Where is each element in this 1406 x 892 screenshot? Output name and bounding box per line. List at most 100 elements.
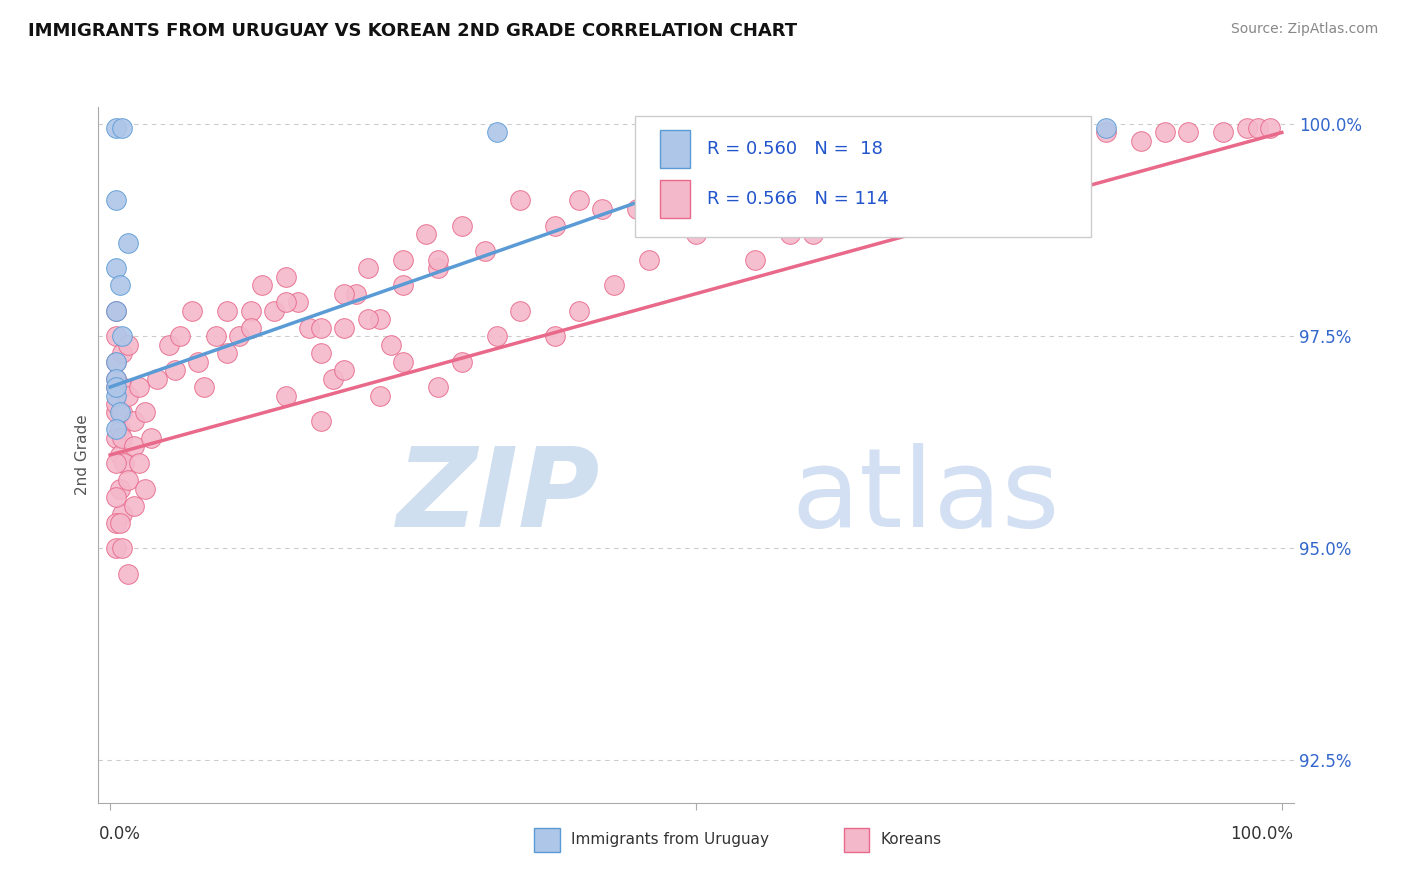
Text: atlas: atlas	[792, 443, 1060, 550]
Point	[392, 278, 415, 293]
Point	[450, 219, 472, 233]
Point	[309, 414, 332, 428]
Point	[105, 388, 128, 402]
Point	[141, 431, 163, 445]
Point	[744, 202, 766, 216]
Point	[117, 566, 139, 581]
Point	[239, 320, 262, 334]
Point	[1177, 126, 1199, 140]
Point	[274, 269, 297, 284]
Text: Koreans: Koreans	[880, 832, 941, 847]
Point	[108, 405, 131, 419]
Point	[1236, 121, 1258, 136]
Text: Source: ZipAtlas.com: Source: ZipAtlas.com	[1230, 22, 1378, 37]
Point	[111, 121, 134, 136]
Point	[111, 431, 134, 445]
Point	[322, 371, 344, 385]
Point	[228, 329, 250, 343]
Point	[368, 312, 391, 326]
Point	[920, 151, 942, 165]
Point	[485, 126, 508, 140]
Point	[122, 499, 145, 513]
Point	[193, 380, 215, 394]
Point	[801, 227, 824, 242]
Point	[117, 337, 139, 351]
Point	[204, 329, 226, 343]
Point	[105, 431, 128, 445]
Point	[105, 303, 128, 318]
Point	[1095, 126, 1118, 140]
Point	[357, 312, 380, 326]
Point	[105, 121, 128, 136]
Point	[603, 278, 626, 293]
Point	[638, 252, 661, 267]
Point	[344, 286, 367, 301]
Point	[169, 329, 191, 343]
Point	[860, 177, 883, 191]
Point	[122, 439, 145, 453]
Point	[1095, 121, 1118, 136]
Point	[801, 121, 824, 136]
Point	[274, 295, 297, 310]
Y-axis label: 2nd Grade: 2nd Grade	[75, 415, 90, 495]
Point	[117, 388, 139, 402]
Point	[108, 422, 131, 436]
Point	[105, 371, 128, 385]
Point	[105, 329, 128, 343]
Point	[105, 354, 128, 368]
Point	[263, 303, 285, 318]
Point	[105, 541, 128, 556]
Point	[568, 303, 591, 318]
Point	[105, 457, 128, 471]
Point	[1212, 126, 1234, 140]
Point	[111, 508, 134, 522]
Point	[427, 252, 450, 267]
Point	[163, 363, 186, 377]
Point	[128, 457, 150, 471]
Point	[392, 252, 415, 267]
Point	[117, 235, 139, 250]
Point	[779, 227, 801, 242]
Point	[105, 491, 128, 505]
Point	[415, 227, 437, 242]
Point	[105, 380, 128, 394]
Point	[368, 388, 391, 402]
Point	[685, 227, 707, 242]
Point	[298, 320, 321, 334]
Point	[568, 194, 591, 208]
Point	[105, 397, 128, 411]
Point	[105, 405, 128, 419]
Point	[474, 244, 496, 259]
Point	[1130, 134, 1153, 148]
Point	[105, 194, 128, 208]
Text: ZIP: ZIP	[396, 443, 600, 550]
Point	[380, 337, 402, 351]
Point	[134, 405, 156, 419]
Point	[287, 295, 309, 310]
Point	[357, 261, 380, 276]
Point	[744, 252, 766, 267]
Point	[333, 320, 356, 334]
Point	[108, 448, 131, 462]
Point	[427, 380, 450, 394]
Point	[108, 516, 131, 530]
Point	[685, 185, 707, 199]
Point	[427, 261, 450, 276]
Point	[1036, 134, 1059, 148]
Point	[105, 422, 128, 436]
Point	[333, 363, 356, 377]
Point	[108, 482, 131, 496]
Point	[117, 474, 139, 488]
Point	[485, 329, 508, 343]
Point	[309, 346, 332, 360]
Text: 0.0%: 0.0%	[98, 825, 141, 843]
Point	[122, 414, 145, 428]
Point	[1153, 126, 1175, 140]
Point	[252, 278, 274, 293]
Point	[105, 261, 128, 276]
Point	[187, 354, 209, 368]
Point	[942, 177, 965, 191]
Point	[181, 303, 204, 318]
Point	[111, 346, 134, 360]
Point	[450, 354, 472, 368]
